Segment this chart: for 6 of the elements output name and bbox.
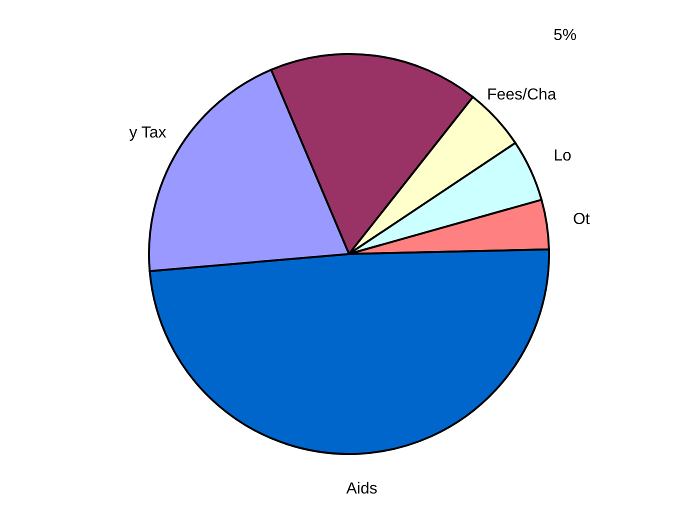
slice-label: Aids: [346, 480, 378, 498]
text: 5%: [553, 27, 577, 44]
slice-label: y Tax: [129, 124, 166, 142]
slice-label: Ot: [572, 211, 590, 228]
slice-label: Lo: [554, 148, 572, 165]
slice-label: Fees/Cha: [486, 86, 556, 104]
